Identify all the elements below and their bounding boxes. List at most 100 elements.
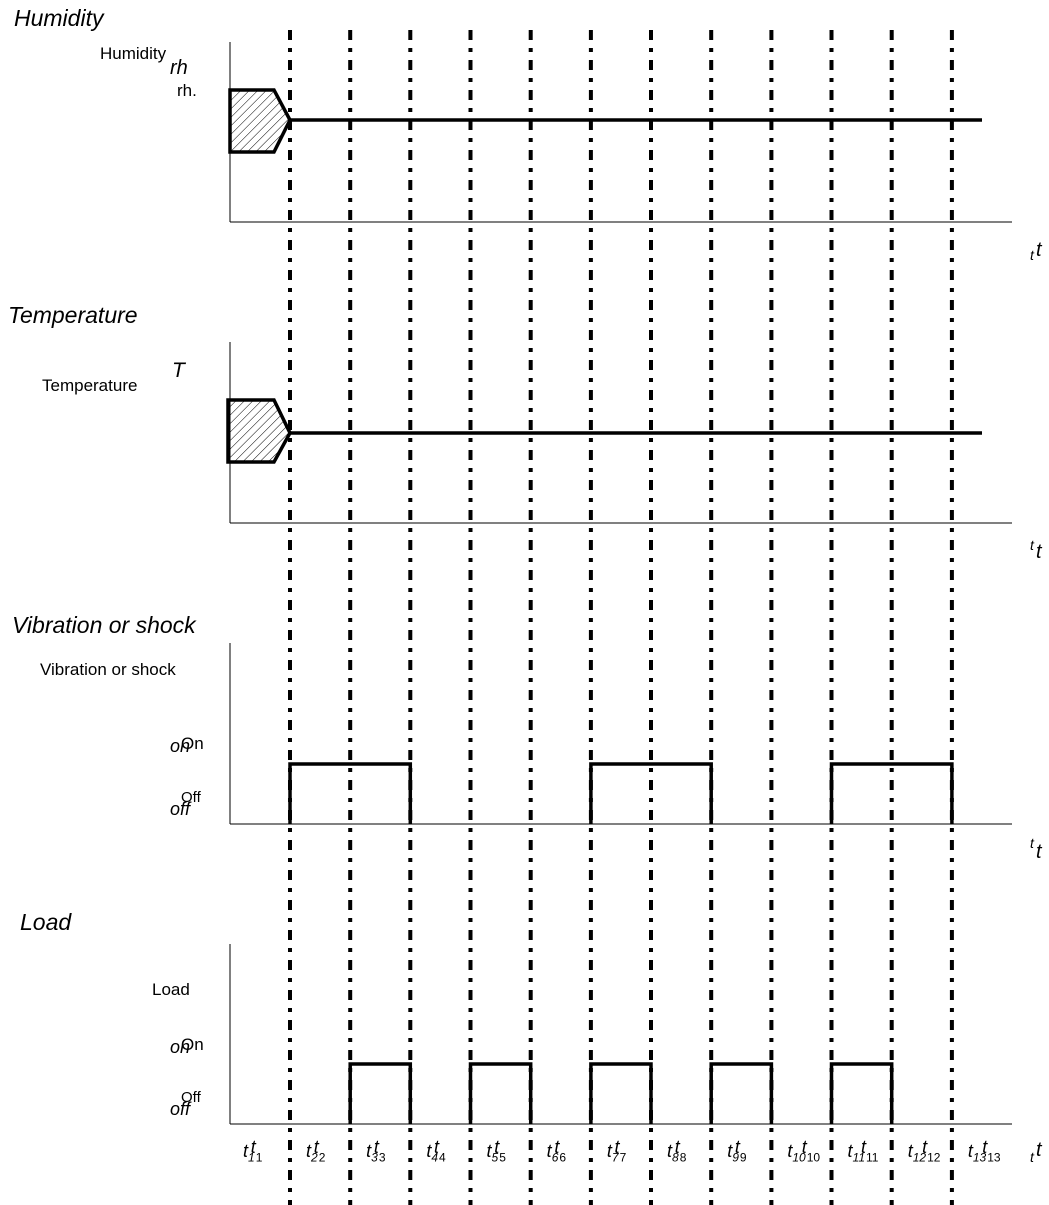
time-interval-label: t5t5 xyxy=(486,1138,506,1165)
vibration-t-label: t xyxy=(1036,841,1042,863)
vibration-axes xyxy=(229,643,1012,825)
load-on-label-italic: on xyxy=(170,1037,191,1057)
interval-symbol-overlay: t xyxy=(494,1137,500,1157)
load-off-label-italic: off xyxy=(170,1099,191,1119)
interval-subscript-overlay: 13 xyxy=(987,1150,1001,1165)
interval-subscript: 4 xyxy=(431,1150,439,1165)
interval-subscript-overlay: 6 xyxy=(559,1150,567,1165)
on-pulse xyxy=(348,1062,413,1124)
interval-symbol-overlay: t xyxy=(373,1137,379,1157)
interval-symbol-overlay: t xyxy=(250,1137,256,1157)
load-panel-title: Load xyxy=(20,909,72,935)
temperature-trace xyxy=(226,398,982,464)
time-interval-label: t8t8 xyxy=(667,1138,687,1165)
interval-subscript: 1 xyxy=(248,1150,255,1165)
on-pulse xyxy=(829,762,954,824)
load-y-label: Load xyxy=(152,980,190,999)
interval-symbol-overlay: t xyxy=(982,1137,988,1157)
load-off-label: Off xyxy=(181,1089,201,1106)
on-pulse xyxy=(468,1062,533,1124)
vibration-panel-title: Vibration or shock xyxy=(12,612,196,638)
interval-symbol-overlay: t xyxy=(434,1137,440,1157)
on-pulse xyxy=(589,1062,653,1124)
time-divider-lines xyxy=(288,30,954,1205)
load-axes xyxy=(229,944,1012,1125)
interval-subscript: 10 xyxy=(792,1150,806,1165)
on-pulse xyxy=(829,1062,894,1124)
interval-subscript-overlay: 4 xyxy=(439,1150,446,1165)
temperature-t-label-small: t xyxy=(1030,537,1034,553)
interval-symbol: t xyxy=(727,1141,733,1161)
interval-symbol: t xyxy=(426,1141,432,1161)
load-pulse-trace xyxy=(348,1062,894,1124)
humidity-y-unit: rh. xyxy=(177,81,197,100)
load-on-label: On xyxy=(181,1035,204,1054)
temperature-panel-title: Temperature xyxy=(8,302,138,328)
temperature-y-symbol: T xyxy=(172,359,185,382)
interval-symbol: t xyxy=(606,1141,612,1161)
interval-symbol: t xyxy=(546,1141,552,1161)
interval-symbol: t xyxy=(366,1141,372,1161)
interval-symbol: t xyxy=(907,1141,913,1161)
interval-subscript-overlay: 5 xyxy=(499,1150,506,1165)
time-interval-label: t4t4 xyxy=(426,1138,446,1165)
interval-symbol: t xyxy=(306,1141,312,1161)
interval-symbol-overlay: t xyxy=(674,1137,680,1157)
humidity-ramp-hatched-region xyxy=(228,88,292,154)
interval-symbol-overlay: t xyxy=(554,1137,560,1157)
temperature-ramp-hatched-region xyxy=(226,398,292,464)
interval-subscript: 6 xyxy=(551,1150,559,1165)
interval-subscript: 12 xyxy=(912,1150,927,1165)
interval-symbol: t xyxy=(847,1141,853,1161)
interval-symbol: t xyxy=(243,1141,249,1161)
interval-symbol-overlay: t xyxy=(313,1137,319,1157)
temperature-t-label: t xyxy=(1036,541,1042,563)
on-pulse xyxy=(288,762,413,824)
interval-subscript-overlay: 1 xyxy=(255,1150,263,1165)
time-interval-label: t9t9 xyxy=(727,1138,747,1165)
interval-symbol-overlay: t xyxy=(922,1137,928,1157)
interval-subscript: 9 xyxy=(732,1150,739,1165)
humidity-t-label: t xyxy=(1036,239,1042,261)
interval-subscript: 3 xyxy=(371,1150,378,1165)
temperature-y-label: Temperature xyxy=(42,376,138,395)
interval-symbol-overlay: t xyxy=(614,1137,620,1157)
interval-subscript-overlay: 3 xyxy=(378,1150,386,1165)
interval-symbol: t xyxy=(967,1141,973,1161)
interval-subscript: 8 xyxy=(672,1150,679,1165)
interval-subscript-overlay: 2 xyxy=(318,1150,326,1165)
interval-symbol: t xyxy=(787,1141,793,1161)
vibration-off-label-italic: off xyxy=(170,799,191,819)
time-interval-label: t12t12 xyxy=(907,1138,941,1165)
interval-subscript-overlay: 11 xyxy=(866,1150,879,1165)
interval-symbol-overlay: t xyxy=(861,1137,867,1157)
interval-symbol-overlay: t xyxy=(801,1137,807,1157)
humidity-y-symbol: rh xyxy=(170,57,188,79)
interval-subscript: 2 xyxy=(311,1150,318,1165)
interval-subscript-overlay: 12 xyxy=(927,1150,941,1165)
time-interval-label: t10t10 xyxy=(787,1138,820,1165)
time-interval-label: t13t13 xyxy=(967,1138,1001,1165)
time-interval-label: t3t3 xyxy=(366,1138,386,1165)
load-t-label: t xyxy=(1036,1139,1042,1161)
time-interval-label: t7t7 xyxy=(606,1138,627,1165)
load-t-label-small: t xyxy=(1030,1149,1034,1165)
interval-symbol: t xyxy=(486,1141,492,1161)
humidity-panel-title: Humidity xyxy=(14,5,104,31)
vibration-on-label-italic: on xyxy=(170,736,191,756)
humidity-y-label: Humidity xyxy=(100,44,167,63)
time-interval-label: t6t6 xyxy=(546,1138,567,1165)
interval-subscript: 5 xyxy=(491,1150,499,1165)
humidity-axes xyxy=(229,42,1012,223)
interval-subscript-overlay: 8 xyxy=(679,1150,687,1165)
humidity-trace xyxy=(228,88,982,154)
interval-subscript: 11 xyxy=(852,1150,865,1165)
on-pulse xyxy=(589,762,713,824)
vibration-on-label: On xyxy=(181,734,204,753)
humidity-t-label-small: t xyxy=(1030,247,1034,263)
vibration-t-label-small: t xyxy=(1030,835,1034,851)
interval-subscript-overlay: 7 xyxy=(619,1150,627,1165)
interval-subscript-overlay: 9 xyxy=(739,1150,747,1165)
